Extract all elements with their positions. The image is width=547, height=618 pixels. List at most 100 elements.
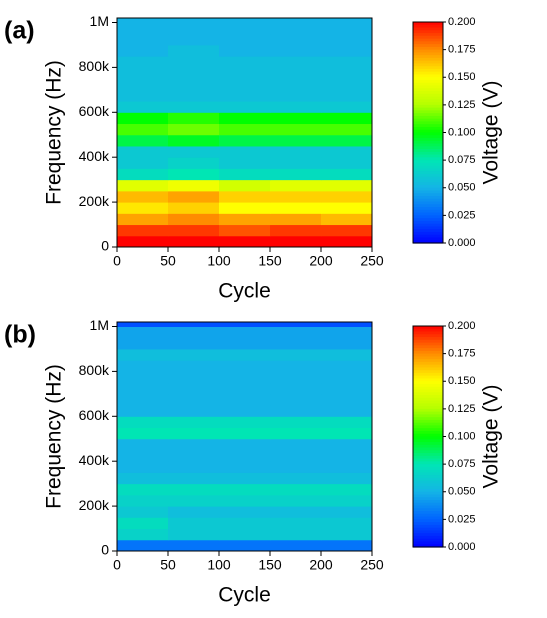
heatmap-cell: [219, 528, 271, 541]
heatmap-cell: [270, 213, 322, 226]
colorbar-swatch: [413, 444, 443, 449]
colorbar-swatch: [413, 91, 443, 95]
colorbar-swatch: [413, 339, 443, 344]
heatmap-cell: [321, 371, 373, 384]
colorbar-swatch: [413, 57, 443, 62]
colorbar-tick-label: 0.200: [448, 16, 476, 28]
colorbar-swatch: [413, 408, 443, 413]
heatmap-cell: [321, 494, 373, 507]
colorbar-swatch: [413, 491, 443, 496]
heatmap-cell: [219, 44, 271, 57]
colorbar-swatch: [413, 367, 443, 371]
colorbar-swatch: [413, 458, 443, 462]
heatmap-cell: [270, 438, 322, 451]
colorbar-swatch: [413, 422, 443, 427]
heatmap-cell: [270, 134, 322, 147]
colorbar-tick-label: 0.200: [448, 320, 476, 332]
colorbar-swatch: [413, 395, 443, 399]
heatmap-cell: [321, 427, 373, 440]
heatmap-cell: [117, 18, 169, 23]
heatmap-cell: [168, 101, 220, 113]
colorbar-swatch: [413, 55, 443, 59]
colorbar-swatch: [413, 80, 443, 84]
colorbar-swatch: [413, 469, 443, 474]
heatmap-cell: [117, 449, 169, 462]
colorbar-swatch: [413, 400, 443, 404]
heatmap-cell: [321, 528, 373, 541]
colorbar-swatch: [413, 231, 443, 236]
colorbar-tick-label: 0.150: [448, 71, 476, 83]
heatmap-cell: [321, 472, 373, 485]
plot-frame: [116, 321, 373, 552]
heatmap-cell: [270, 168, 322, 181]
colorbar-swatch: [413, 403, 443, 407]
heatmap-cell: [168, 438, 220, 451]
heatmap-cell: [168, 517, 220, 530]
colorbar-swatch: [413, 442, 443, 446]
heatmap-cell: [321, 101, 373, 113]
x-tick-label: 200: [309, 557, 333, 573]
colorbar-tick-label: 0.125: [448, 403, 476, 415]
colorbar-swatch: [413, 209, 443, 214]
heatmap-cell: [219, 157, 271, 169]
heatmap-cell: [117, 326, 169, 339]
heatmap-cell: [219, 506, 271, 518]
colorbar-swatch: [413, 524, 443, 529]
colorbar-swatch: [413, 184, 443, 189]
heatmap-cell: [219, 22, 271, 35]
colorbar-swatch: [413, 433, 443, 438]
colorbar-swatch: [413, 226, 443, 230]
colorbar-swatch: [413, 389, 443, 393]
x-axis-label: Cycle: [218, 280, 271, 303]
colorbar-swatch: [413, 334, 443, 338]
x-tick-label: 50: [160, 253, 176, 269]
heatmap-cell: [117, 78, 169, 91]
heatmap-cell: [168, 393, 220, 406]
heatmap-cell: [270, 112, 322, 125]
heatmap-cell: [321, 145, 373, 158]
heatmap-cell: [270, 123, 322, 136]
colorbar-swatch: [413, 483, 443, 487]
heatmap-cell: [270, 190, 322, 203]
colorbar-swatch: [413, 386, 443, 391]
colorbar-swatch: [413, 44, 443, 48]
colorbar-swatch: [413, 35, 443, 40]
colorbar-swatch: [413, 500, 443, 504]
heatmap-cell: [270, 483, 322, 496]
heatmap-cell: [219, 539, 271, 552]
colorbar-swatch: [413, 505, 443, 509]
heatmap-cell: [117, 461, 169, 473]
heatmap-cell: [168, 337, 220, 350]
heatmap-cell: [219, 224, 271, 237]
colorbar-swatch: [413, 33, 443, 37]
heatmap-cell: [117, 405, 169, 417]
heatmap-cell: [168, 371, 220, 384]
heatmap-cell: [168, 494, 220, 507]
heatmap-cell: [270, 22, 322, 35]
heatmap-cell: [117, 44, 169, 57]
colorbar-swatch: [413, 82, 443, 87]
heatmap-cell: [219, 101, 271, 113]
heatmap-cell: [168, 483, 220, 496]
heatmap-cell: [117, 22, 169, 35]
heatmap-cell: [270, 461, 322, 473]
heatmap-cell: [168, 235, 220, 248]
colorbar-tick-label: 0.175: [448, 44, 476, 56]
heatmap-cell: [321, 461, 373, 473]
heatmap-cell: [270, 326, 322, 339]
heatmap-cell: [321, 483, 373, 496]
colorbar-swatch: [413, 223, 443, 228]
colorbar-swatch: [413, 149, 443, 153]
heatmap-cell: [321, 202, 373, 214]
colorbar-swatch: [413, 381, 443, 385]
heatmap-cell: [321, 179, 373, 192]
heatmap-cell: [219, 483, 271, 496]
colorbar-swatch: [413, 27, 443, 31]
heatmap-cell: [117, 123, 169, 136]
colorbar-swatch: [413, 419, 443, 424]
heatmap-cell: [168, 44, 220, 57]
heatmap-cell: [168, 56, 220, 68]
colorbar-swatch: [413, 530, 443, 534]
heatmap-cell: [117, 67, 169, 80]
